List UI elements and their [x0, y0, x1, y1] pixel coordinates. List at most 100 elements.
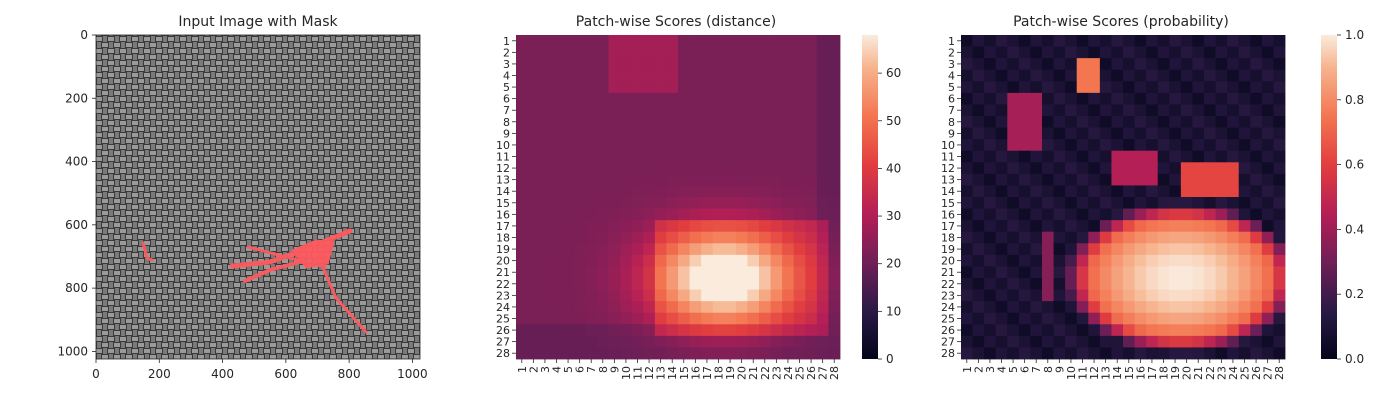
- heatmap-cell: [1238, 173, 1251, 186]
- heatmap-cell: [585, 139, 598, 152]
- heatmap-cell: [1088, 231, 1101, 244]
- heatmap-cell: [1076, 347, 1089, 360]
- heatmap-cell: [539, 312, 552, 325]
- heatmap-cell: [961, 278, 973, 290]
- heatmap-cell: [1180, 289, 1193, 302]
- heatmap-cell: [984, 162, 997, 175]
- heatmap-cell: [782, 254, 795, 267]
- heatmap-cell: [1042, 35, 1054, 47]
- heatmap-cell: [1088, 69, 1101, 82]
- heatmap-cell: [712, 81, 725, 94]
- heatmap-cell: [689, 197, 702, 209]
- heatmap-cell: [961, 150, 973, 163]
- heatmap-cell: [816, 127, 829, 140]
- heatmap-cell: [516, 278, 528, 290]
- y-tick-label: 19: [941, 243, 955, 256]
- heatmap-cell: [516, 92, 528, 105]
- y-tick-label: 20: [496, 255, 510, 268]
- heatmap-cell: [539, 324, 552, 337]
- x-tick-label: 20: [736, 366, 749, 380]
- heatmap-cell: [1180, 220, 1193, 233]
- heatmap-cell: [1007, 335, 1020, 348]
- heatmap-cell: [972, 173, 985, 186]
- heatmap-cell: [1018, 254, 1031, 267]
- x-tick-label: 18: [713, 366, 726, 380]
- heatmap-cell: [747, 347, 760, 360]
- heatmap-cell: [1204, 104, 1216, 117]
- heatmap-cell: [597, 301, 609, 314]
- heatmap-cell: [1192, 289, 1205, 302]
- heatmap-cell: [805, 116, 818, 128]
- heatmap-cell: [1227, 173, 1240, 186]
- heatmap-cell: [597, 185, 609, 198]
- x-tick-label: 14: [666, 366, 679, 380]
- heatmap-cell: [1215, 81, 1228, 94]
- heatmap-cell: [735, 231, 748, 244]
- heatmap-cell: [1204, 335, 1216, 348]
- heatmap-cell: [1273, 208, 1286, 221]
- heatmap-cell: [597, 104, 609, 117]
- heatmap-cell: [643, 185, 656, 198]
- heatmap-cell: [995, 150, 1008, 163]
- heatmap-cell: [585, 127, 598, 140]
- heatmap-cell: [620, 69, 633, 82]
- heatmap-cell: [828, 69, 841, 82]
- heatmap-cell: [1065, 35, 1078, 47]
- heatmap-cell: [961, 185, 973, 198]
- heatmap-cell: [689, 324, 702, 337]
- heatmap-cell: [1192, 335, 1205, 348]
- heatmap-cell: [608, 324, 621, 337]
- heatmap-cell: [972, 312, 985, 325]
- heatmap-cell: [961, 324, 973, 337]
- heatmap-cell: [1227, 243, 1240, 256]
- heatmap-cell: [666, 92, 679, 105]
- heatmap-cell: [550, 324, 563, 337]
- heatmap-cell: [770, 208, 783, 221]
- heatmap-cell: [643, 104, 656, 117]
- heatmap-cell: [972, 35, 985, 47]
- heatmap-cell: [1157, 150, 1170, 163]
- heatmap-cell: [1053, 324, 1066, 337]
- heatmap-cell: [573, 35, 586, 47]
- heatmap-cell: [1042, 301, 1054, 314]
- y-tick-label: 1: [948, 35, 955, 48]
- heatmap-cell: [816, 139, 829, 152]
- heatmap-cell: [828, 289, 841, 302]
- heatmap-cell: [689, 139, 702, 152]
- chart-title: Patch-wise Scores (probability): [1013, 14, 1229, 30]
- heatmap-cell: [539, 127, 552, 140]
- heatmap-cell: [689, 150, 702, 163]
- heatmap-cell: [1042, 208, 1054, 221]
- heatmap-cell: [770, 185, 783, 198]
- heatmap-cell: [643, 197, 656, 209]
- heatmap-cell: [597, 347, 609, 360]
- heatmap-cell: [735, 254, 748, 267]
- heatmap-cell: [961, 173, 973, 186]
- heatmap-cell: [984, 81, 997, 94]
- heatmap-cell: [972, 92, 985, 105]
- x-tick-label: 20: [1181, 366, 1194, 380]
- heatmap-cell: [701, 173, 714, 186]
- heatmap-cell: [666, 324, 679, 337]
- heatmap-cell: [1157, 173, 1170, 186]
- heatmap-cell: [620, 58, 633, 71]
- heatmap-cell: [643, 231, 656, 244]
- heatmap-cell: [573, 301, 586, 314]
- heatmap-cell: [562, 289, 575, 302]
- heatmap-cell: [759, 127, 771, 140]
- heatmap-cell: [562, 46, 575, 59]
- heatmap-cell: [585, 335, 598, 348]
- heatmap-cell: [1250, 81, 1263, 94]
- heatmap-cell: [1053, 208, 1066, 221]
- heatmap-cell: [1053, 347, 1066, 360]
- heatmap-cell: [678, 185, 690, 198]
- heatmap-cell: [1215, 127, 1228, 140]
- heatmap-cell: [984, 289, 997, 302]
- y-tick-label: 15: [941, 197, 955, 210]
- heatmap-cell: [654, 220, 667, 233]
- heatmap-cell: [516, 173, 528, 186]
- heatmap-cell: [1261, 58, 1274, 71]
- heatmap-cell: [1099, 289, 1112, 302]
- heatmap-cell: [1076, 46, 1089, 59]
- heatmap-cell: [1273, 289, 1286, 302]
